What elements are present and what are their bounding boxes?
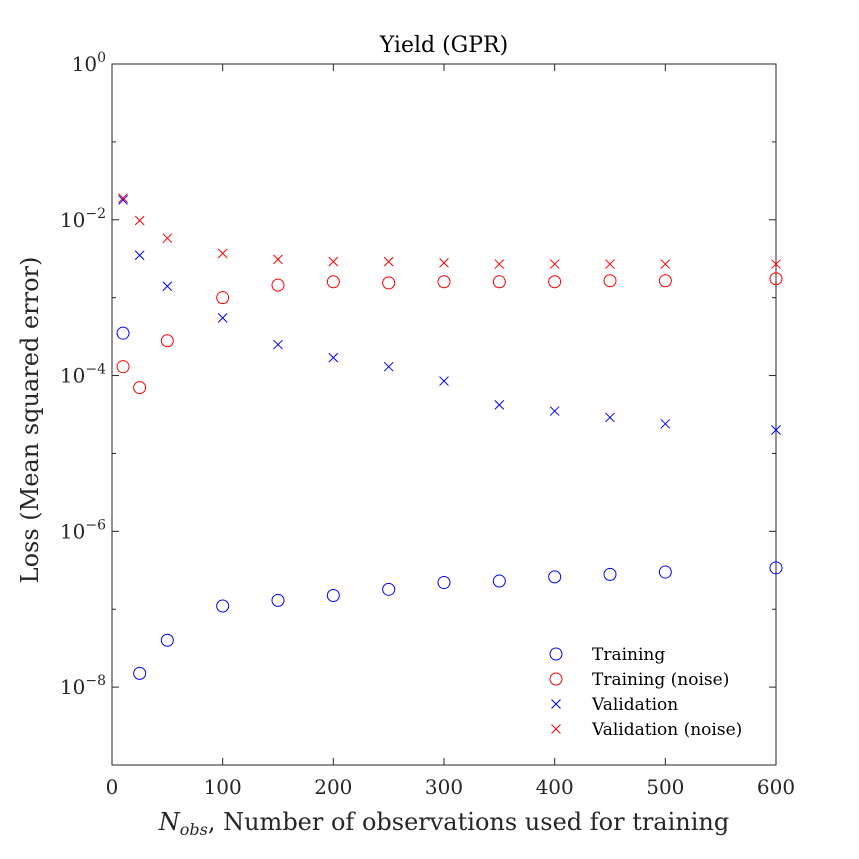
- data-point: [118, 193, 128, 203]
- series-validation: [118, 195, 781, 435]
- legend-label: Validation: [591, 695, 678, 715]
- data-point: [769, 561, 783, 575]
- x-tick-label: 600: [757, 775, 795, 799]
- data-point: [605, 259, 615, 269]
- data-point: [134, 250, 145, 261]
- legend-label: Validation (noise): [591, 720, 742, 740]
- data-point: [771, 259, 781, 269]
- data-point: [133, 381, 147, 395]
- y-tick-label: 10−6: [60, 517, 106, 543]
- data-point: [326, 589, 340, 603]
- series-validation-noise: [118, 193, 781, 269]
- x-axis-label-subscript: obs: [180, 820, 208, 839]
- data-point: [549, 406, 560, 416]
- data-point: [549, 259, 560, 269]
- series-training-noise: [116, 272, 783, 395]
- data-point: [118, 195, 128, 205]
- legend-marker: [551, 724, 561, 734]
- x-axis-label: Nobs, Number of observations used for tr…: [158, 808, 730, 839]
- data-point: [494, 259, 505, 269]
- legend-label: Training: [592, 645, 665, 665]
- data-point: [160, 633, 174, 647]
- data-point: [328, 352, 339, 363]
- data-point: [382, 276, 396, 290]
- data-point: [492, 574, 506, 588]
- x-tick-label: 200: [314, 775, 352, 799]
- x-tick-label: 400: [536, 775, 574, 799]
- data-point: [273, 339, 283, 350]
- chart-title: Yield (GPR): [379, 33, 508, 58]
- x-axis-label-symbol: N: [158, 808, 181, 836]
- x-tick-label: 300: [425, 775, 463, 799]
- legend-label: Training (noise): [592, 670, 729, 690]
- data-point: [162, 281, 173, 292]
- legend-marker: [549, 647, 563, 661]
- data-point: [162, 233, 173, 244]
- data-point: [492, 275, 506, 289]
- series-training: [116, 326, 783, 680]
- data-point: [217, 313, 228, 323]
- data-point: [382, 582, 396, 596]
- data-point: [133, 666, 147, 680]
- data-point: [271, 278, 285, 292]
- data-point: [217, 248, 228, 259]
- data-point: [771, 425, 781, 435]
- data-point: [134, 215, 145, 226]
- data-point: [603, 567, 617, 581]
- legend-marker: [551, 699, 561, 709]
- data-point: [494, 400, 505, 410]
- data-point: [660, 259, 671, 269]
- data-point: [271, 593, 285, 607]
- axis-ticks: 0 100 200 300 400 500 600 10−8 10−6 10−4 10−2 100: [60, 50, 795, 799]
- data-point: [273, 254, 283, 265]
- data-point: [383, 361, 394, 372]
- data-point: [548, 275, 562, 289]
- data-point: [439, 376, 449, 386]
- x-tick-label: 0: [106, 775, 119, 799]
- data-point: [548, 570, 562, 584]
- y-tick-label: 10−8: [60, 673, 106, 699]
- data-point: [216, 599, 230, 613]
- data-point: [437, 576, 451, 590]
- y-tick-label: 100: [72, 50, 106, 76]
- data-point: [658, 565, 672, 579]
- data-point: [605, 412, 615, 423]
- legend-marker: [549, 672, 563, 686]
- x-tick-label: 100: [204, 775, 242, 799]
- legend: Training Training (noise) Validation Valida…: [549, 645, 742, 740]
- x-tick-label: 500: [646, 775, 684, 799]
- data-point: [439, 257, 449, 268]
- data-point: [658, 274, 672, 288]
- data-point: [437, 275, 451, 289]
- y-axis-label: Loss (Mean squared error): [16, 257, 44, 584]
- data-point: [116, 360, 130, 374]
- data-point: [216, 291, 230, 305]
- data-point: [769, 272, 783, 286]
- y-tick-label: 10−2: [60, 206, 106, 232]
- data-point: [116, 326, 130, 340]
- data-point: [160, 334, 174, 348]
- data-point: [660, 418, 671, 429]
- data-point: [383, 256, 394, 267]
- data-point: [328, 256, 339, 267]
- y-tick-label: 10−4: [60, 362, 106, 388]
- data-point: [603, 274, 617, 288]
- data-marks: [116, 193, 783, 680]
- data-point: [326, 275, 340, 289]
- x-axis-label-text: , Number of observations used for traini…: [208, 808, 729, 836]
